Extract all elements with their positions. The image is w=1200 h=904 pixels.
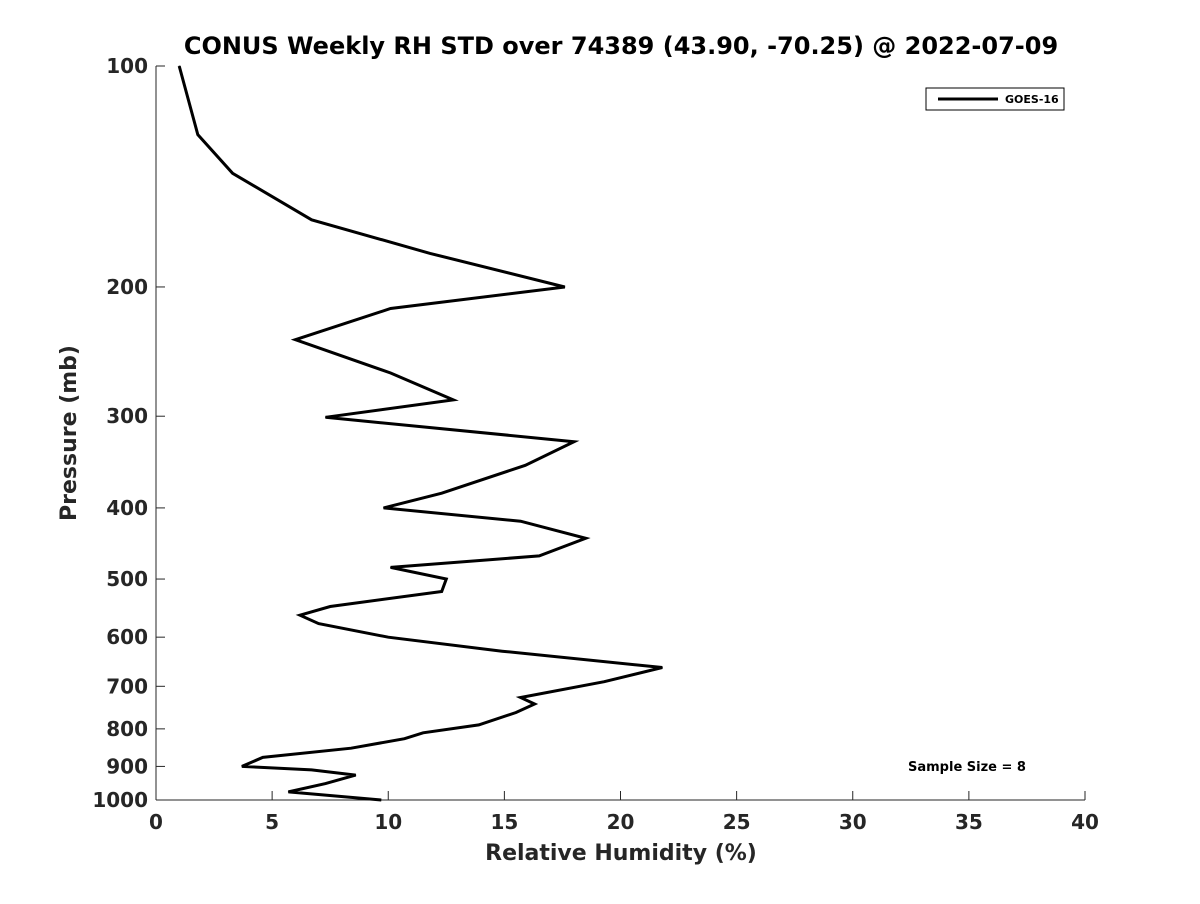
chart-title: CONUS Weekly RH STD over 74389 (43.90, -…: [184, 32, 1058, 60]
series-line-goes-16: [177, 65, 663, 802]
data-point: [441, 492, 443, 494]
data-point: [452, 399, 454, 401]
data-point: [387, 636, 389, 638]
data-point: [311, 769, 313, 771]
legend-label-goes-16: GOES-16: [1005, 93, 1059, 106]
data-point: [515, 712, 517, 714]
y-tick-label: 100: [106, 54, 148, 78]
data-point: [524, 464, 526, 466]
x-tick-label: 40: [1071, 810, 1099, 834]
data-point: [390, 566, 392, 568]
data-point: [534, 703, 536, 705]
y-tick-label: 900: [106, 754, 148, 778]
data-point: [429, 252, 431, 254]
data-point: [603, 681, 605, 683]
data-point: [661, 667, 663, 669]
data-point: [325, 416, 327, 418]
data-point: [325, 783, 327, 785]
data-point: [422, 732, 424, 734]
y-tick-label: 400: [106, 496, 148, 520]
data-point: [390, 372, 392, 374]
data-point: [585, 537, 587, 539]
data-point: [241, 765, 243, 767]
legend: GOES-16: [925, 87, 1065, 111]
x-tick-label: 5: [265, 810, 279, 834]
data-point: [573, 441, 575, 443]
data-point: [390, 308, 392, 310]
data-point: [520, 696, 522, 698]
x-tick-label: 35: [955, 810, 983, 834]
data-point: [383, 507, 385, 509]
sample-size-annotation: Sample Size = 8: [908, 760, 1026, 775]
y-tick-label: 800: [106, 717, 148, 741]
y-tick-label: 200: [106, 275, 148, 299]
x-tick-label: 0: [149, 810, 163, 834]
x-tick-label: 15: [490, 810, 518, 834]
y-tick-label: 600: [106, 625, 148, 649]
data-point: [441, 591, 443, 593]
x-axis-title: Relative Humidity (%): [485, 841, 757, 866]
x-tick-label: 30: [839, 810, 867, 834]
data-point: [197, 134, 199, 136]
data-point: [329, 606, 331, 608]
data-point: [350, 747, 352, 749]
x-tick-label: 25: [723, 810, 751, 834]
data-point: [501, 650, 503, 652]
data-point: [299, 614, 301, 616]
y-tick-label: 1000: [92, 788, 148, 812]
y-tick-label: 700: [106, 674, 148, 698]
x-tick-label: 10: [374, 810, 402, 834]
axes: 0 5 10 15 20 25 30 35 40 100 200 300 400 500 600 700 800…: [92, 54, 1099, 834]
data-point: [294, 339, 296, 341]
data-point: [564, 286, 566, 288]
data-point: [520, 520, 522, 522]
data-point: [404, 738, 406, 740]
data-point: [311, 219, 313, 221]
data-point: [445, 578, 447, 580]
data-point: [287, 791, 289, 793]
data-point: [380, 799, 382, 801]
x-tick-label: 20: [607, 810, 635, 834]
y-axis-title: Pressure (mb): [57, 345, 82, 521]
data-point: [178, 65, 180, 67]
data-point: [232, 172, 234, 174]
y-tick-label: 300: [106, 404, 148, 428]
data-point: [262, 756, 264, 758]
data-point: [355, 774, 357, 776]
series-layer: [177, 65, 663, 802]
data-point: [478, 724, 480, 726]
y-tick-label: 500: [106, 567, 148, 591]
data-point: [538, 555, 540, 557]
data-point: [318, 623, 320, 625]
